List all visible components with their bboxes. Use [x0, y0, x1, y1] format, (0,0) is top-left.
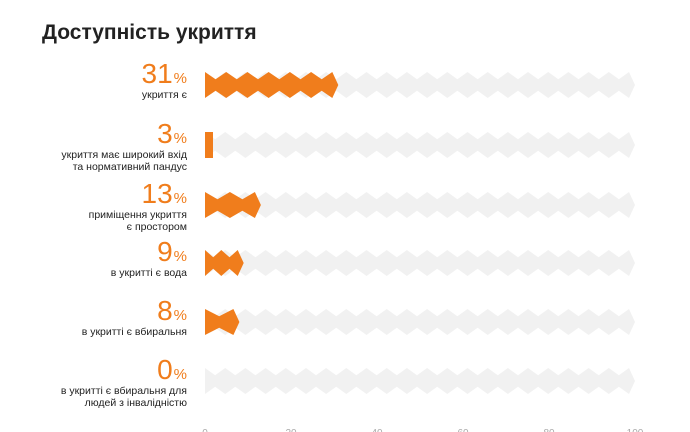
bar [205, 132, 213, 158]
category-label: в укритті є вбиральня [82, 326, 187, 338]
percent-value: 9 [157, 236, 173, 267]
bar [205, 72, 339, 98]
percent-label: 3% [157, 118, 187, 149]
bar-track [205, 192, 635, 218]
percent-value: 31 [142, 58, 173, 89]
percent-label: 9% [157, 236, 187, 267]
category-label: укриття є [142, 89, 188, 101]
category-label: приміщення укриття [89, 209, 187, 221]
percent-value: 3 [157, 118, 173, 149]
bar-track [205, 132, 635, 158]
category-label: в укритті є вбиральня для [61, 385, 187, 397]
bar [205, 250, 244, 276]
x-tick-label: 80 [543, 428, 555, 432]
x-tick-label: 20 [285, 428, 297, 432]
x-tick-label: 0 [202, 428, 208, 432]
bar-track [205, 250, 635, 276]
x-tick-label: 40 [371, 428, 383, 432]
percent-sign: % [174, 248, 187, 265]
percent-sign: % [174, 70, 187, 87]
percent-sign: % [174, 130, 187, 147]
category-label: та нормативний пандус [73, 161, 187, 173]
percent-label: 0% [157, 354, 187, 385]
x-tick-label: 60 [457, 428, 469, 432]
percent-label: 8% [157, 295, 187, 326]
category-label: є простором [127, 221, 187, 233]
bar-row: 9%в укритті є вода [111, 236, 635, 279]
category-label: людей з інвалідністю [85, 397, 187, 409]
percent-value: 13 [142, 178, 173, 209]
percent-sign: % [174, 307, 187, 324]
percent-value: 8 [157, 295, 173, 326]
chart-title: Доступність укриття [42, 21, 257, 44]
bar [205, 192, 261, 218]
percent-sign: % [174, 366, 187, 383]
bar-track [205, 309, 635, 335]
category-label: укриття має широкий вхід [61, 149, 187, 161]
bar-row: 8%в укритті є вбиральня [82, 295, 635, 338]
bar-row: 31%укриття є [142, 58, 635, 101]
category-label: в укритті є вода [111, 267, 187, 279]
bar [205, 309, 240, 335]
percent-label: 31% [142, 58, 188, 89]
bar-track [205, 368, 635, 394]
percent-sign: % [174, 190, 187, 207]
percent-label: 13% [142, 178, 188, 209]
x-tick-label: 100 [627, 428, 644, 432]
percent-value: 0 [157, 354, 173, 385]
